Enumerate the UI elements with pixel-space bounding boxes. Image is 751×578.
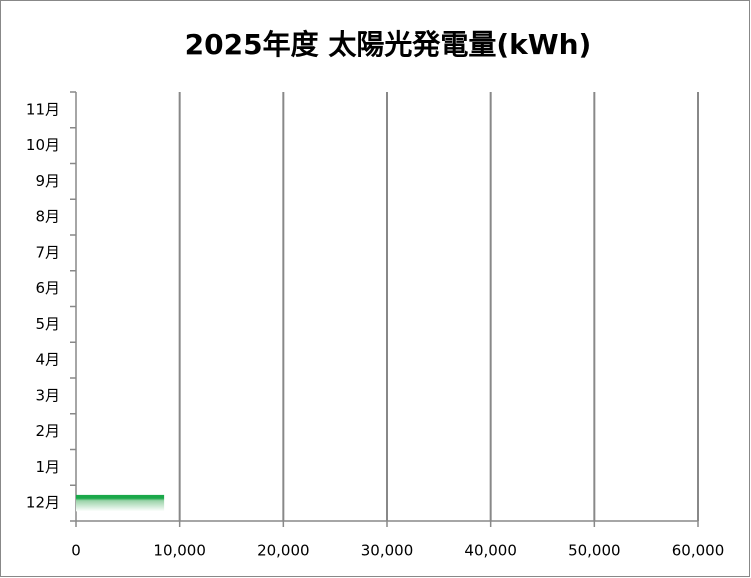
y-tick-label: 2月 bbox=[35, 422, 60, 440]
y-tick-label: 7月 bbox=[35, 243, 60, 261]
y-tick-label: 11月 bbox=[26, 100, 60, 118]
y-tick-label: 8月 bbox=[35, 208, 60, 226]
y-tick-label: 12月 bbox=[26, 494, 60, 512]
bar bbox=[76, 494, 165, 512]
x-tick-label: 10,000 bbox=[153, 542, 206, 560]
y-tick-label: 6月 bbox=[35, 279, 60, 297]
chart-title: 2025年度 太陽光発電量(kWh) bbox=[185, 28, 592, 61]
y-tick-label: 3月 bbox=[35, 386, 60, 404]
x-tick-label: 0 bbox=[71, 542, 81, 560]
x-tick-label: 60,000 bbox=[672, 542, 725, 560]
x-tick-label: 40,000 bbox=[464, 542, 517, 560]
y-tick-label: 1月 bbox=[35, 458, 60, 476]
x-tick-label: 30,000 bbox=[361, 542, 414, 560]
y-tick-label: 5月 bbox=[35, 315, 60, 333]
y-tick-label: 10月 bbox=[26, 136, 60, 154]
y-tick-label: 4月 bbox=[35, 351, 60, 369]
x-tick-label: 20,000 bbox=[257, 542, 310, 560]
x-tick-label: 50,000 bbox=[568, 542, 621, 560]
y-tick-label: 9月 bbox=[35, 172, 60, 190]
